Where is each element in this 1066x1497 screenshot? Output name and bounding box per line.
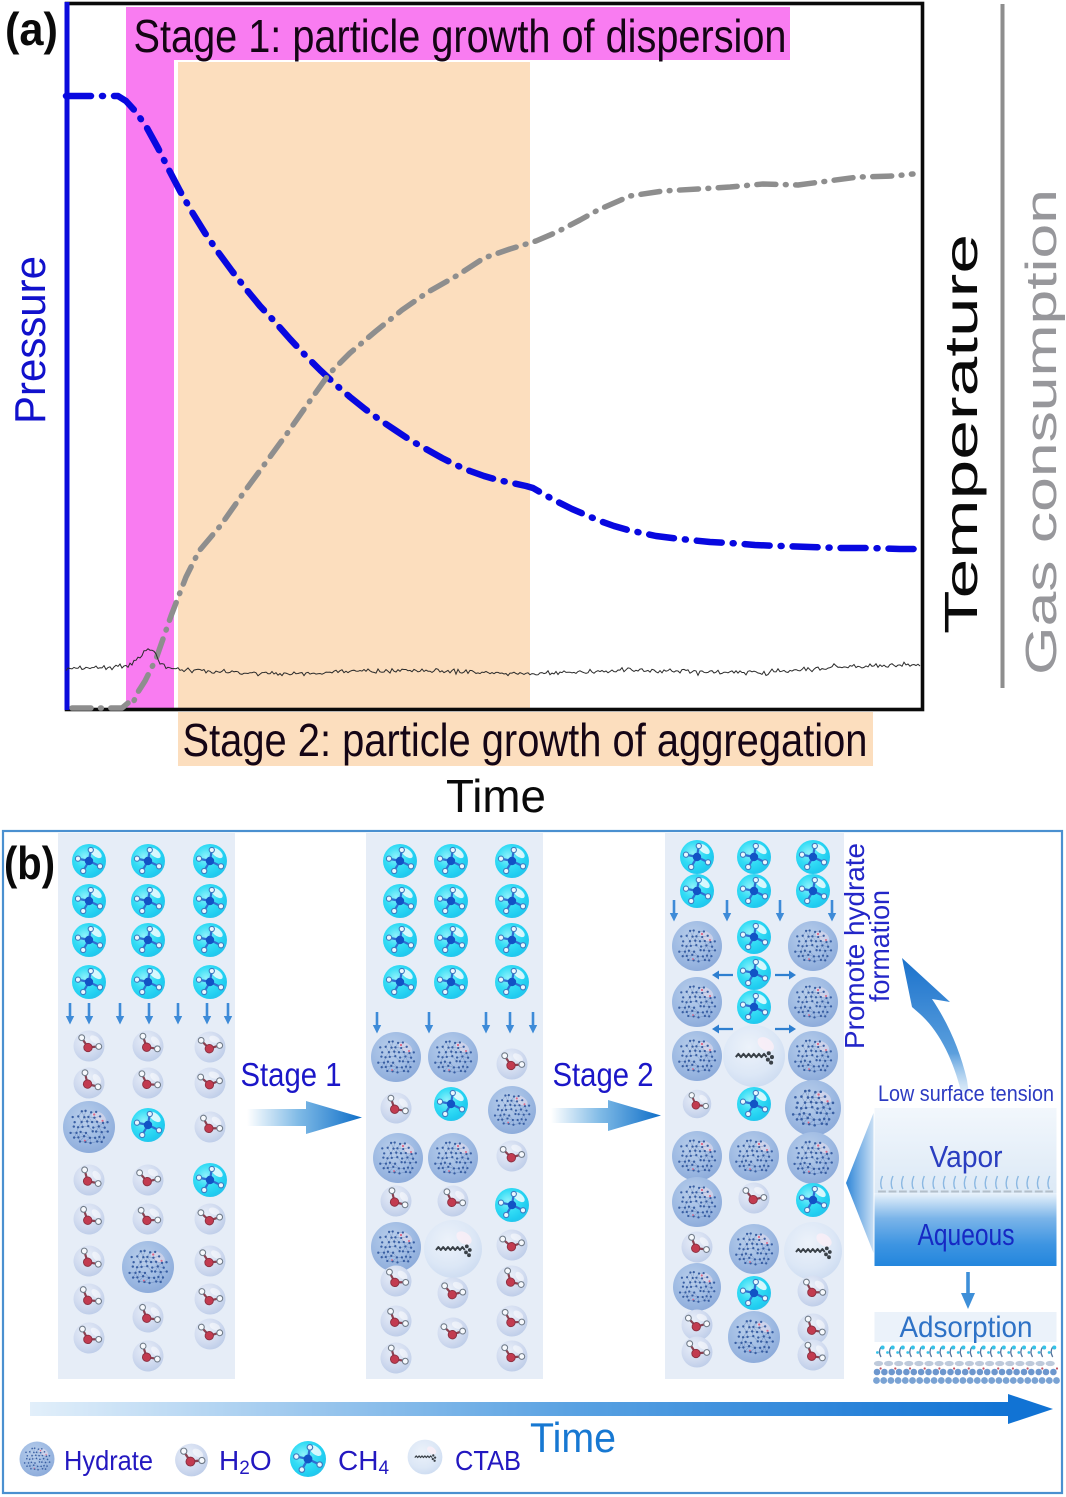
svg-text:Time: Time: [530, 1414, 616, 1461]
svg-text:(a): (a): [5, 3, 58, 55]
svg-text:Low surface tension: Low surface tension: [878, 1081, 1054, 1106]
svg-text:Adsorption: Adsorption: [900, 1311, 1033, 1344]
svg-text:Stage 2: particle growth of ag: Stage 2: particle growth of aggregation: [183, 714, 868, 766]
svg-text:CTAB: CTAB: [455, 1445, 521, 1476]
svg-text:(b): (b): [4, 837, 55, 889]
svg-text:Stage 2: Stage 2: [553, 1056, 654, 1093]
svg-text:Time: Time: [446, 770, 546, 822]
svg-text:Gas consumption: Gas consumption: [1017, 189, 1066, 675]
svg-text:Vapor: Vapor: [930, 1139, 1003, 1174]
svg-text:Hydrate: Hydrate: [64, 1445, 153, 1476]
svg-text:formation: formation: [864, 890, 895, 1002]
svg-text:Aqueous: Aqueous: [918, 1217, 1015, 1252]
svg-text:Temperature: Temperature: [935, 234, 987, 634]
svg-text:Pressure: Pressure: [6, 256, 55, 424]
svg-text:Promote hydrate: Promote hydrate: [839, 843, 870, 1049]
svg-text:Stage 1: particle growth of di: Stage 1: particle growth of dispersion: [134, 10, 787, 62]
svg-text:Stage 1: Stage 1: [241, 1056, 342, 1093]
